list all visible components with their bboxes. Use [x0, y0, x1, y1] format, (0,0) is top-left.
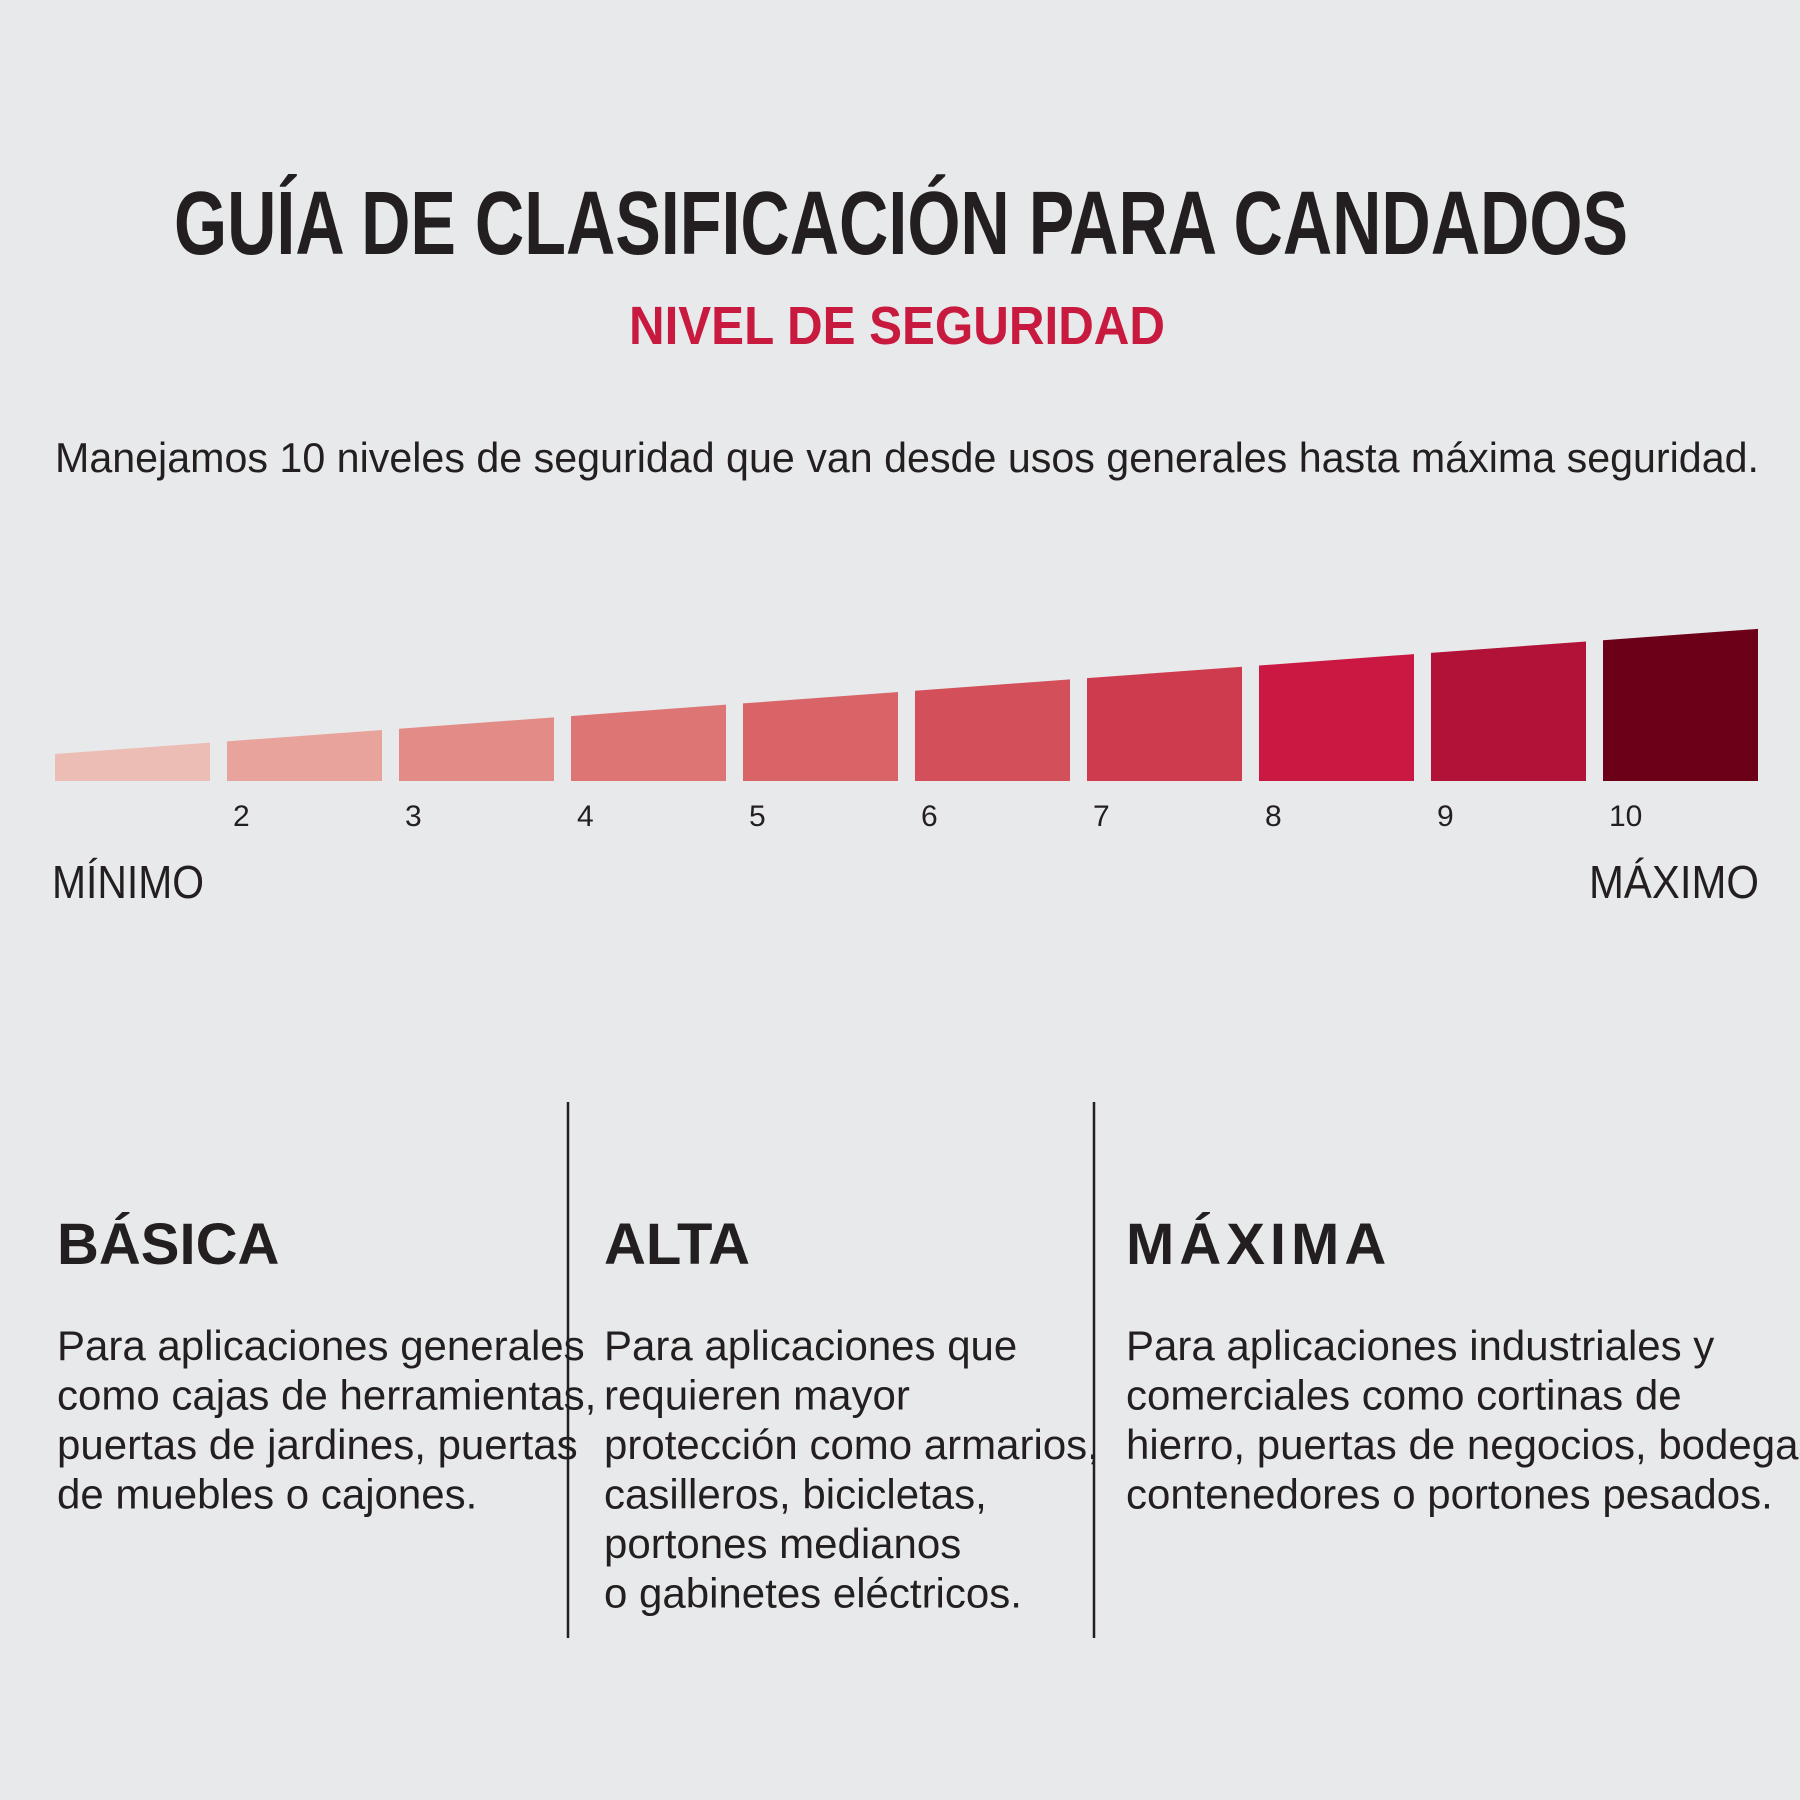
level-label: 2 [233, 800, 250, 833]
max-label: MÁXIMO [1589, 856, 1759, 908]
level-label: 10 [1609, 800, 1642, 833]
level-block [1431, 641, 1586, 781]
level-label: 3 [405, 800, 422, 833]
column-text: Para aplicaciones industriales y [1126, 1322, 1714, 1369]
intro: Manejamos 10 niveles de seguridad que va… [55, 434, 1759, 481]
column-text: hierro, puertas de negocios, bodegas, [1126, 1421, 1800, 1468]
level-label: 7 [1093, 800, 1110, 833]
title: GUÍA DE CLASIFICACIÓN PARA CANDADOS [174, 173, 1628, 274]
column-text: Para aplicaciones que [604, 1322, 1017, 1369]
level-block [1259, 654, 1414, 781]
column-text: protección como armarios, [604, 1421, 1099, 1468]
column-text: comerciales como cortinas de [1126, 1372, 1682, 1419]
column-text: contenedores o portones pesados. [1126, 1471, 1773, 1518]
level-block [915, 679, 1070, 781]
level-block [1087, 666, 1242, 781]
level-block [1603, 628, 1758, 781]
column-text: portones medianos [604, 1520, 961, 1567]
level-block [227, 729, 382, 781]
level-label: 6 [921, 800, 938, 833]
subtitle: NIVEL DE SEGURIDAD [629, 296, 1165, 356]
level-label: 9 [1437, 800, 1454, 833]
column-heading: MÁXIMA [1126, 1212, 1391, 1277]
column-text: casilleros, bicicletas, [604, 1471, 987, 1518]
level-label: 4 [577, 800, 594, 833]
column-heading: ALTA [604, 1212, 750, 1277]
column-text: requieren mayor [604, 1372, 910, 1419]
level-block [55, 742, 210, 781]
level-label: 8 [1265, 800, 1282, 833]
level-label: 5 [749, 800, 766, 833]
level-block [571, 704, 726, 781]
column-text: Para aplicaciones generales [57, 1322, 585, 1369]
level-block [399, 717, 554, 781]
min-label: MÍNIMO [52, 856, 204, 908]
column-text: o gabinetes eléctricos. [604, 1570, 1022, 1617]
column-text: de muebles o cajones. [57, 1471, 477, 1518]
column-text: como cajas de herramientas, [57, 1372, 596, 1419]
column-heading: BÁSICA [57, 1212, 279, 1277]
column-text: puertas de jardines, puertas [57, 1421, 578, 1468]
level-block [743, 692, 898, 781]
